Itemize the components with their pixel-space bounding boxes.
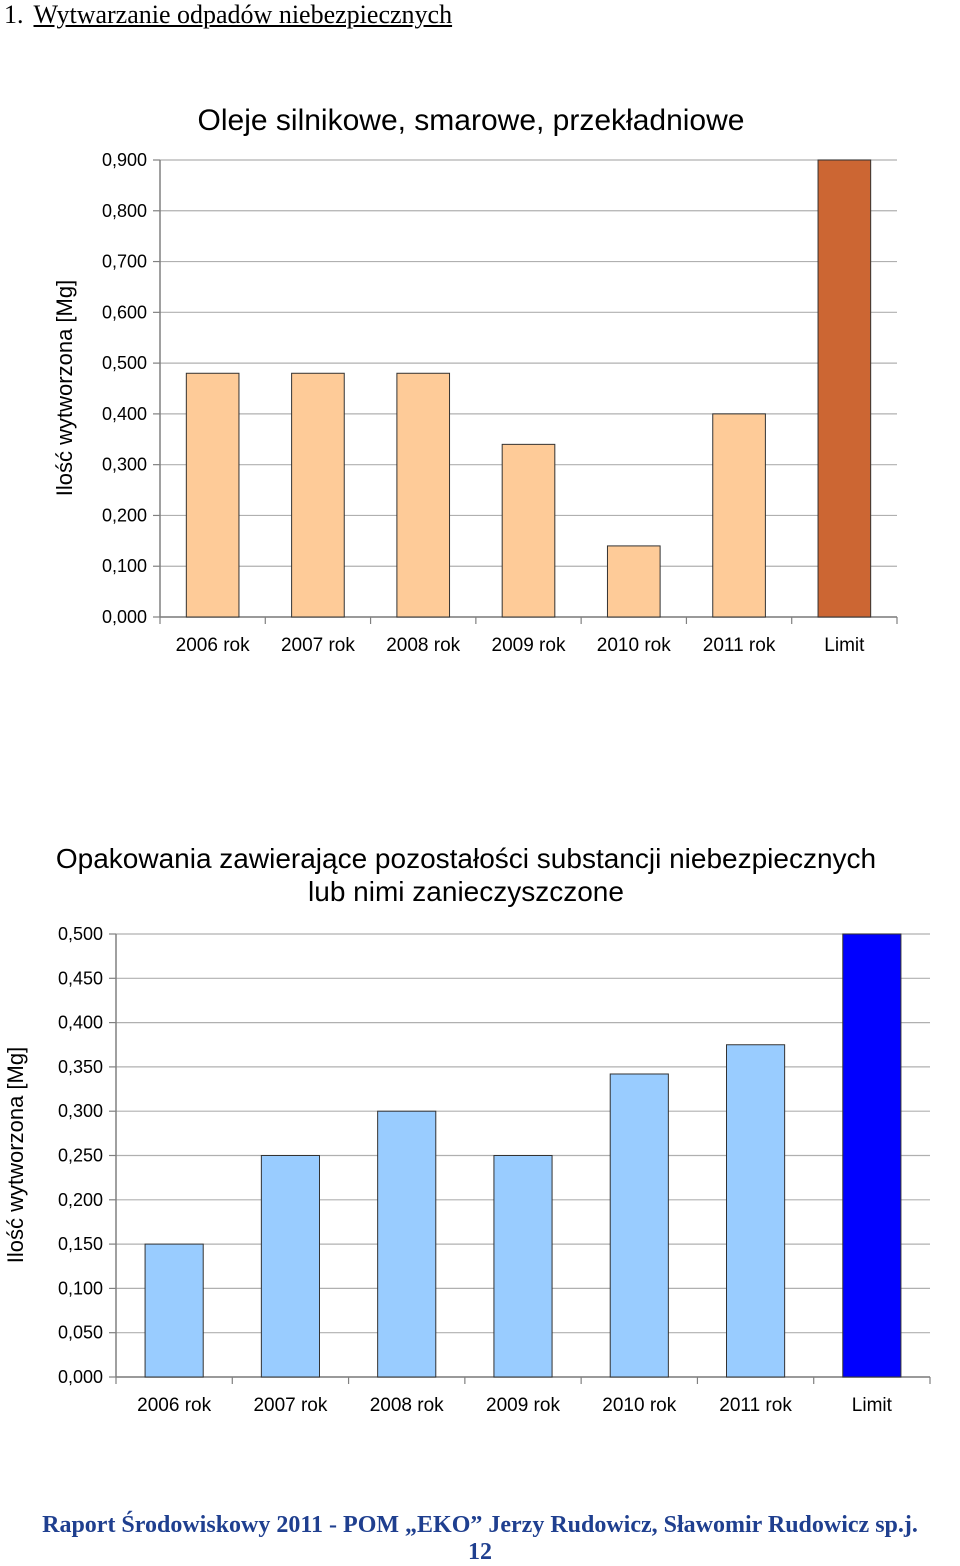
x-tick-label: 2006 rok [176,635,250,656]
chart-title: lub nimi zanieczyszczone [308,876,624,907]
bar-2011-rok [712,413,766,618]
section-title: Wytwarzanie odpadów niebezpiecznych [33,0,453,29]
bar-2007-rok [291,372,345,618]
x-tick-label: 2008 rok [386,635,460,656]
footer-page-number: 12 [468,1539,492,1565]
section-number: 1. [4,0,24,29]
y-tick-label: 0,150 [58,1234,103,1254]
y-tick-label: 0,700 [102,252,147,272]
bar-2010-rok [606,545,661,618]
x-tick-label: 2006 rok [137,1395,211,1416]
y-tick-label: 0,200 [102,505,147,525]
y-tick-label: 0,300 [58,1101,103,1121]
x-tick-label: 2009 rok [486,1395,560,1416]
x-tick-label: 2011 rok [719,1395,792,1416]
bar-2011-rok [726,1044,786,1378]
y-tick-label: 0,800 [102,201,147,221]
y-tick-label: 0,400 [58,1013,103,1033]
bar-2008-rok [396,372,451,618]
chart-title: Opakowania zawierające pozostałości subs… [56,843,876,874]
footer: Raport Środowiskowy 2011 - POM „EKO” Jer… [0,1512,960,1566]
bar-2008-rok [377,1110,437,1378]
bar-2010-rok [609,1073,669,1378]
y-tick-label: 0,100 [102,556,147,576]
x-tick-label: 2007 rok [253,1395,327,1416]
bar-2006-rok [185,372,240,618]
y-tick-label: 0,250 [58,1146,103,1166]
y-tick-label: 0,600 [102,302,147,322]
x-tick-label: 2010 rok [597,635,671,656]
bar-limit [842,933,902,1378]
x-tick-label: Limit [824,635,865,656]
footer-report-title: Raport Środowiskowy 2011 - POM „EKO” Jer… [42,1512,918,1538]
y-tick-label: 0,300 [102,455,147,475]
bar-2009-rok [501,443,556,618]
y-tick-label: 0,400 [102,404,147,424]
bar-2007-rok [260,1155,321,1378]
y-tick-label: 0,350 [58,1057,103,1077]
bar-2009-rok [493,1155,553,1378]
y-tick-label: 0,000 [102,607,147,627]
bar-limit [817,159,872,618]
x-tick-label: 2009 rok [492,635,566,656]
x-tick-label: 2007 rok [281,635,355,656]
x-tick-label: 2010 rok [602,1395,676,1416]
y-tick-label: 0,200 [58,1190,103,1210]
y-tick-label: 0,900 [102,150,147,170]
bar-2006-rok [144,1243,204,1378]
chart-oleje: 0,000 0,100 0,200 0,300 0,400 0,500 0,600 0,700… [52,104,898,656]
x-tick-label: 2008 rok [370,1395,444,1416]
y-tick-label: 0,500 [102,353,147,373]
chart-title: Oleje silnikowe, smarowe, przekładniowe [198,104,745,137]
x-tick-label: 2011 rok [703,635,776,656]
section-heading: 1. Wytwarzanie odpadów niebezpiecznych [4,0,452,30]
y-tick-label: 0,100 [58,1278,103,1298]
chart-opakowania: 0,000 0,050 0,100 0,150 0,200 0,250 0,300 0,350… [3,843,931,1416]
y-tick-label: 0,050 [58,1323,103,1343]
y-axis-label: Ilość wytworzona [Mg] [52,280,77,496]
x-tick-label: Limit [852,1395,893,1416]
y-tick-label: 0,500 [58,924,103,944]
y-tick-label: 0,450 [58,968,103,988]
y-tick-label: 0,000 [58,1367,103,1387]
y-axis-label: Ilość wytworzona [Mg] [3,1047,28,1263]
